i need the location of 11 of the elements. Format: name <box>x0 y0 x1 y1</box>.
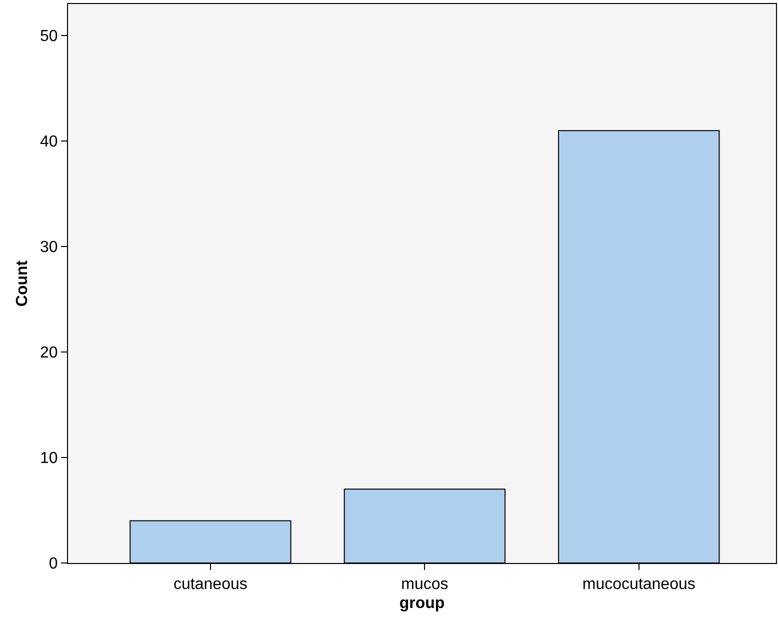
y-tick-label: 40 <box>40 134 58 151</box>
y-tick-label: 0 <box>48 556 58 573</box>
x-axis-title: group <box>399 594 445 612</box>
x-tick-label: mucocutaneous <box>582 576 696 594</box>
x-tick-label: mucos <box>401 576 448 594</box>
y-axis-title: Count <box>14 260 31 307</box>
y-tick-label: 20 <box>40 344 58 362</box>
y-tick-label: 50 <box>40 28 58 46</box>
y-tick-label: 10 <box>40 450 58 468</box>
y-tick-label: 30 <box>40 239 58 256</box>
x-tick-label: cutaneous <box>174 576 248 594</box>
